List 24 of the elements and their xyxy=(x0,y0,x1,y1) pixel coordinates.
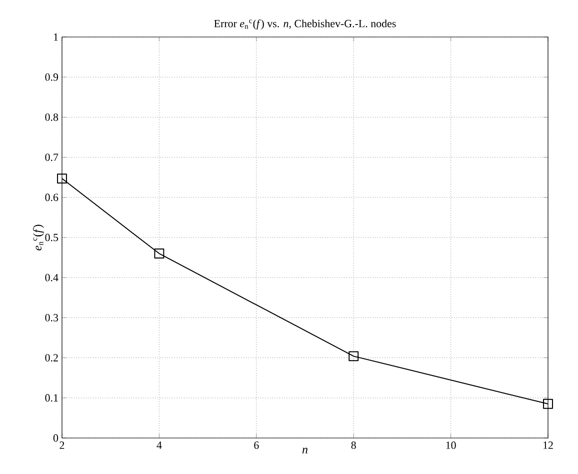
x-tick-label: 12 xyxy=(543,442,553,449)
y-tick-label: 0.3 xyxy=(45,314,58,322)
y-tick-label: 0 xyxy=(53,434,58,442)
y-tick-label: 0.7 xyxy=(45,154,58,162)
y-tick-label: 1 xyxy=(54,33,58,41)
chart-title: Error e$_{n}$$^{c}$(f) vs. n, Chebishev-G.-L. nodes xyxy=(214,19,396,30)
point xyxy=(543,398,553,409)
y-tick-label: 0.9 xyxy=(45,73,58,81)
y-tick-label: 0.4 xyxy=(45,274,58,282)
x-tick-label: 8 xyxy=(351,442,356,449)
x-tick-label: 4 xyxy=(156,442,162,449)
x-axis-title: n xyxy=(302,448,308,454)
y-tick-label: 0.8 xyxy=(45,113,58,121)
y-tick-label: 0.2 xyxy=(45,354,58,362)
y-tick-label: 0.1 xyxy=(45,394,58,402)
x-tick-label: 10 xyxy=(446,442,456,449)
x-tick-label: 6 xyxy=(254,442,259,449)
y-tick-label: 0.6 xyxy=(45,194,58,202)
y-axis-title: e$_{n}$$^{c}$(f) xyxy=(32,224,44,250)
point xyxy=(348,351,359,362)
point xyxy=(154,248,164,259)
point xyxy=(57,174,67,184)
y-tick-label: 0.5 xyxy=(45,234,58,242)
x-tick-label: 2 xyxy=(60,442,64,449)
